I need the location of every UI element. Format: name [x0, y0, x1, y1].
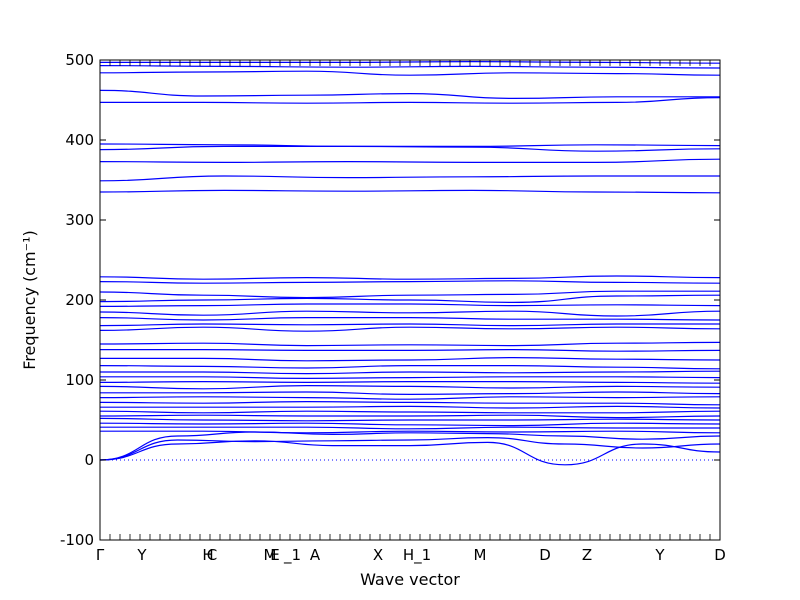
- x-tick-label: Γ: [96, 546, 105, 564]
- x-tick-label: M: [474, 546, 487, 564]
- y-tick-label: 500: [65, 51, 94, 69]
- y-tick-label: -100: [60, 531, 94, 549]
- plot-frame: [99, 59, 721, 541]
- band-line: [99, 303, 721, 307]
- band-line: [100, 356, 721, 362]
- band-line: [99, 440, 721, 466]
- x-tick-label: D: [539, 546, 551, 564]
- x-tick-label: Y: [136, 546, 147, 564]
- band-line: [99, 410, 721, 414]
- x-tick-label: D: [714, 546, 726, 564]
- band-line: [99, 400, 721, 406]
- band-line: [100, 97, 721, 104]
- band-line: [100, 430, 721, 434]
- y-tick-label: 200: [65, 291, 94, 309]
- y-axis-label: Frequency (cm⁻¹): [20, 230, 39, 369]
- band-line: [99, 380, 721, 384]
- y-ticks: -100 0 100 200 300 400 500: [60, 51, 720, 549]
- x-tick-label: E: [270, 546, 279, 564]
- band-line: [99, 310, 721, 317]
- band-line: [99, 405, 721, 409]
- y-tick-label: 300: [65, 211, 94, 229]
- band-line: [99, 384, 721, 390]
- x-tick-label: X: [373, 546, 383, 564]
- band-line: [99, 290, 720, 299]
- x-tick-label: _1: [283, 546, 301, 565]
- band-line: [100, 348, 721, 352]
- band-line: [99, 422, 721, 427]
- band-line: [99, 417, 721, 422]
- band-line: [99, 414, 721, 419]
- band-line: [99, 175, 720, 182]
- band-line: [99, 316, 721, 321]
- band-line: [99, 326, 721, 332]
- band-line: [100, 426, 720, 430]
- band-line: [99, 189, 721, 194]
- band-lines: [99, 60, 721, 466]
- band-line: [100, 391, 721, 396]
- band-line: [99, 145, 721, 152]
- y-tick-label: 400: [65, 131, 94, 149]
- x-axis-label: Wave vector: [360, 570, 460, 589]
- band-line: [99, 431, 721, 461]
- band-line: [99, 364, 721, 370]
- band-line: [99, 158, 721, 164]
- band-line: [99, 323, 720, 327]
- band-line: [99, 70, 721, 76]
- band-line: [99, 294, 721, 304]
- band-line: [99, 89, 720, 100]
- x-tick-label: H_1: [403, 546, 431, 565]
- x-tick-label: Y: [654, 546, 665, 564]
- band-line: [99, 396, 721, 400]
- y-tick-label: 0: [84, 451, 94, 469]
- band-line: [99, 65, 721, 69]
- band-line: [100, 370, 721, 375]
- x-tick-label: H: [202, 546, 213, 564]
- band-line: [99, 280, 721, 284]
- x-tick-label: A: [310, 546, 321, 564]
- band-line: [99, 275, 721, 280]
- x-ticks: Γ Y HC ME _1 A X H_1 M D Z Y D: [96, 60, 726, 565]
- band-line: [99, 376, 721, 380]
- x-tick-label: M: [264, 546, 277, 564]
- x-tick-label: C: [207, 546, 217, 564]
- band-line: [99, 341, 721, 347]
- y-tick-label: 100: [65, 371, 94, 389]
- x-tick-label: Z: [582, 546, 592, 564]
